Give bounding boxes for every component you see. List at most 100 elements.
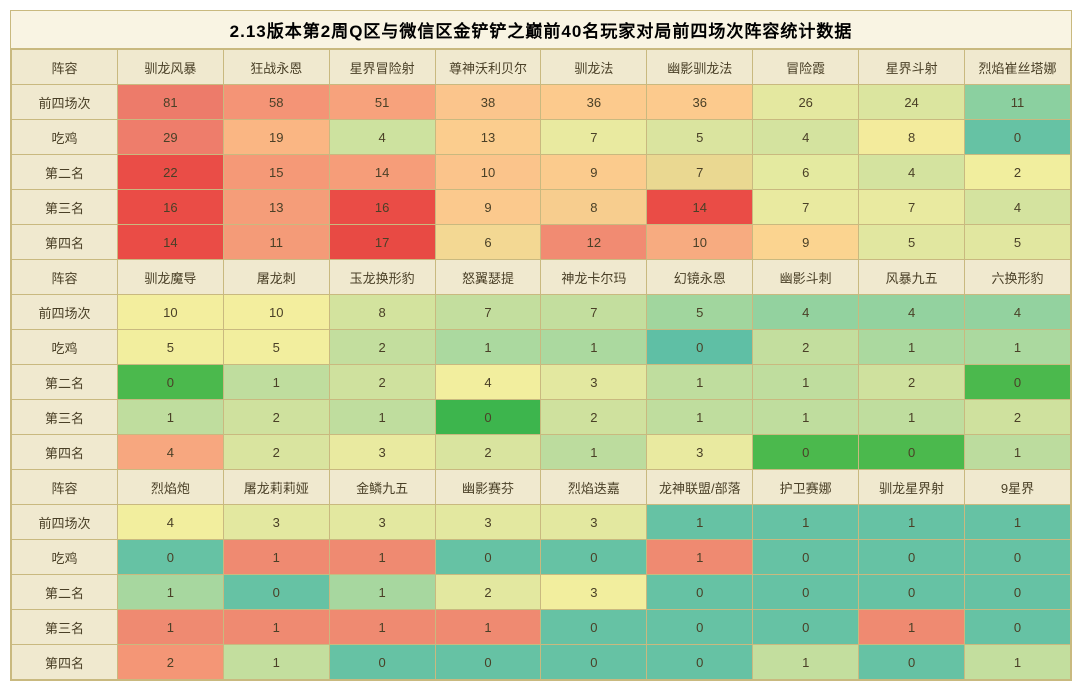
comp-header: 风暴九五 — [859, 260, 965, 295]
heat-cell: 1 — [329, 400, 435, 435]
heat-cell: 5 — [647, 295, 753, 330]
heat-cell: 4 — [859, 155, 965, 190]
comp-header: 尊神沃利贝尔 — [435, 50, 541, 85]
row-label-header: 阵容 — [12, 260, 118, 295]
heat-cell: 0 — [223, 575, 329, 610]
heat-cell: 4 — [859, 295, 965, 330]
heat-cell: 1 — [859, 400, 965, 435]
comp-header: 幽影驯龙法 — [647, 50, 753, 85]
heat-cell: 0 — [859, 645, 965, 680]
heat-cell: 0 — [859, 575, 965, 610]
heat-cell: 16 — [117, 190, 223, 225]
heat-cell: 7 — [647, 155, 753, 190]
heat-cell: 81 — [117, 85, 223, 120]
heat-cell: 0 — [117, 540, 223, 575]
heat-cell: 0 — [753, 435, 859, 470]
heat-cell: 0 — [965, 540, 1071, 575]
heat-cell: 2 — [541, 400, 647, 435]
heat-cell: 14 — [647, 190, 753, 225]
stats-table-container: 2.13版本第2周Q区与微信区金铲铲之巅前40名玩家对局前四场次阵容统计数据 阵… — [10, 10, 1072, 681]
heat-cell: 1 — [541, 435, 647, 470]
heat-cell: 5 — [859, 225, 965, 260]
heat-cell: 3 — [329, 505, 435, 540]
heat-cell: 0 — [329, 645, 435, 680]
heat-cell: 16 — [329, 190, 435, 225]
heat-cell: 7 — [859, 190, 965, 225]
heat-cell: 14 — [329, 155, 435, 190]
heat-cell: 1 — [647, 540, 753, 575]
heat-cell: 1 — [965, 330, 1071, 365]
heat-cell: 1 — [753, 645, 859, 680]
heat-cell: 1 — [647, 365, 753, 400]
heat-cell: 1 — [753, 505, 859, 540]
heat-cell: 2 — [329, 330, 435, 365]
heat-cell: 5 — [117, 330, 223, 365]
heat-cell: 2 — [223, 435, 329, 470]
comp-header: 金鳞九五 — [329, 470, 435, 505]
row-label: 吃鸡 — [12, 330, 118, 365]
heat-cell: 6 — [435, 225, 541, 260]
heat-cell: 0 — [541, 540, 647, 575]
comp-header: 龙神联盟/部落 — [647, 470, 753, 505]
heat-cell: 0 — [117, 365, 223, 400]
heat-cell: 1 — [859, 330, 965, 365]
heat-cell: 5 — [965, 225, 1071, 260]
heat-cell: 1 — [223, 610, 329, 645]
comp-header: 玉龙换形豹 — [329, 260, 435, 295]
comp-header: 烈焰迭嘉 — [541, 470, 647, 505]
comp-header: 六换形豹 — [965, 260, 1071, 295]
heat-cell: 2 — [329, 365, 435, 400]
heat-cell: 1 — [965, 505, 1071, 540]
heat-cell: 1 — [965, 435, 1071, 470]
heat-cell: 0 — [753, 540, 859, 575]
heat-cell: 8 — [859, 120, 965, 155]
heat-cell: 1 — [117, 400, 223, 435]
heat-cell: 17 — [329, 225, 435, 260]
row-label: 前四场次 — [12, 295, 118, 330]
heat-cell: 36 — [647, 85, 753, 120]
heat-cell: 0 — [859, 540, 965, 575]
row-label-header: 阵容 — [12, 50, 118, 85]
row-label: 第三名 — [12, 190, 118, 225]
heat-cell: 3 — [435, 505, 541, 540]
heat-cell: 1 — [647, 505, 753, 540]
row-label: 吃鸡 — [12, 120, 118, 155]
heat-cell: 1 — [435, 610, 541, 645]
heat-cell: 10 — [223, 295, 329, 330]
heat-cell: 3 — [223, 505, 329, 540]
heat-cell: 1 — [647, 400, 753, 435]
heat-cell: 0 — [753, 610, 859, 645]
heat-cell: 1 — [753, 400, 859, 435]
heat-cell: 2 — [965, 155, 1071, 190]
comp-header: 驯龙法 — [541, 50, 647, 85]
heat-cell: 26 — [753, 85, 859, 120]
heat-cell: 22 — [117, 155, 223, 190]
heat-cell: 3 — [541, 505, 647, 540]
heat-cell: 1 — [329, 610, 435, 645]
heat-cell: 4 — [965, 190, 1071, 225]
heat-cell: 19 — [223, 120, 329, 155]
row-label: 第三名 — [12, 610, 118, 645]
comp-header: 星界斗射 — [859, 50, 965, 85]
heat-cell: 1 — [223, 645, 329, 680]
heat-cell: 36 — [541, 85, 647, 120]
heat-cell: 0 — [435, 540, 541, 575]
comp-header: 神龙卡尔玛 — [541, 260, 647, 295]
comp-header: 星界冒险射 — [329, 50, 435, 85]
heat-cell: 13 — [223, 190, 329, 225]
comp-header: 屠龙莉莉娅 — [223, 470, 329, 505]
heat-cell: 2 — [753, 330, 859, 365]
heat-cell: 38 — [435, 85, 541, 120]
heat-cell: 13 — [435, 120, 541, 155]
comp-header: 幽影赛芬 — [435, 470, 541, 505]
heat-cell: 1 — [753, 365, 859, 400]
heat-cell: 6 — [753, 155, 859, 190]
comp-header: 冒险霞 — [753, 50, 859, 85]
heat-cell: 11 — [965, 85, 1071, 120]
heat-cell: 2 — [223, 400, 329, 435]
heat-cell: 2 — [859, 365, 965, 400]
heat-cell: 4 — [435, 365, 541, 400]
heat-cell: 1 — [859, 505, 965, 540]
comp-header: 幽影斗刺 — [753, 260, 859, 295]
heat-cell: 58 — [223, 85, 329, 120]
